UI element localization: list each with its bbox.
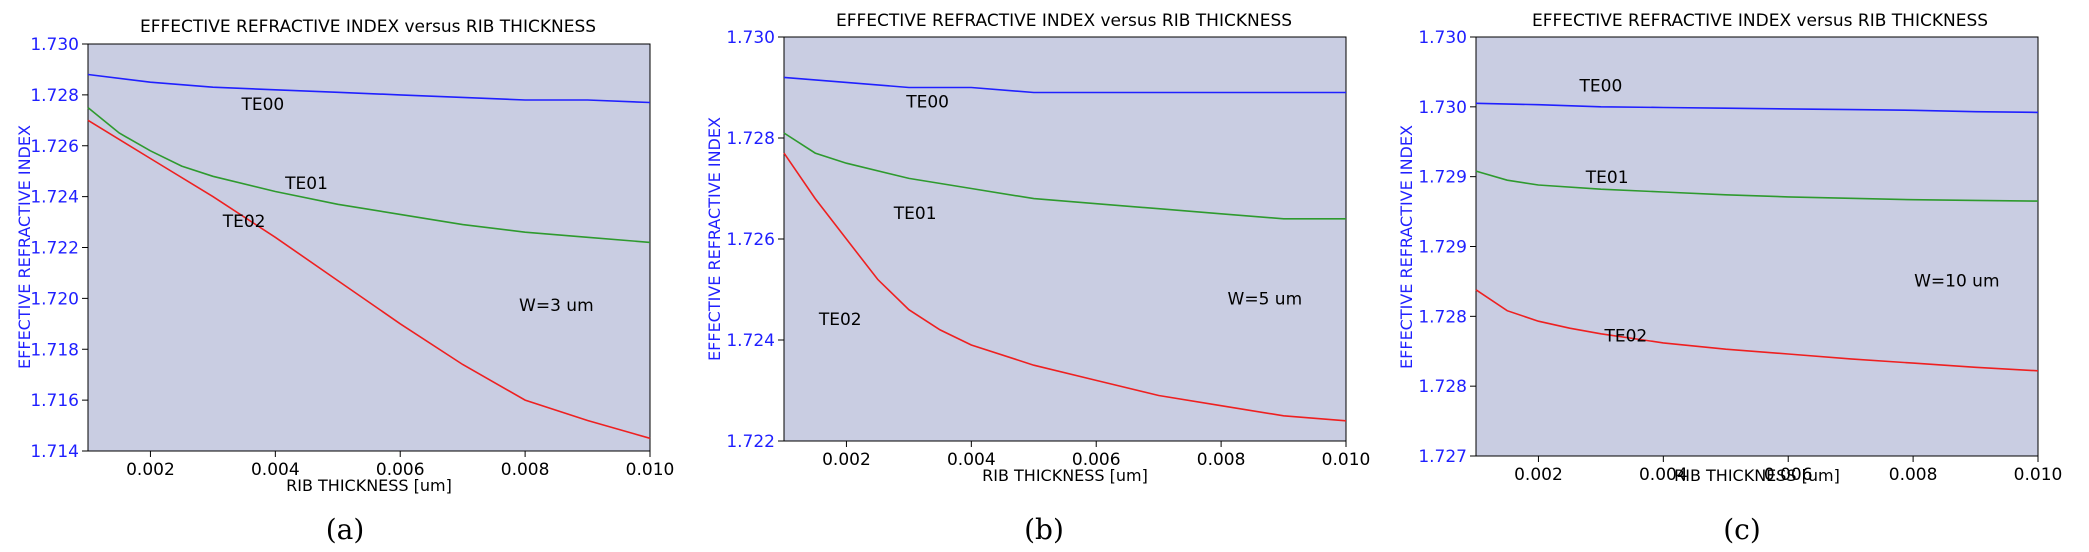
x-axis-label: RIB THICKNESS [um] [286, 476, 452, 495]
series-label-te02: TE02 [1603, 326, 1647, 346]
series-label-te00: TE00 [905, 93, 949, 113]
series-group [783, 76, 1347, 422]
x-tick-label: 0.010 [626, 460, 675, 480]
y-tick-label: 1.718 [30, 340, 79, 360]
y-tick-group: 1.714 1.716 1.718 1.720 1.722 1.724 1.726 1.728… [30, 35, 88, 462]
y-tick-group: 1.727 1.728 1.728 1.729 1.729 1.730 1.730 [1418, 28, 1476, 467]
y-tick-label: 1.728 [726, 129, 775, 149]
y-tick-label: 1.726 [30, 137, 79, 157]
x-tick-group: 0.002 0.004 0.006 0.008 0.010 [126, 451, 674, 480]
series-label-te00: TE00 [1579, 76, 1623, 96]
y-tick-label: 1.726 [726, 230, 775, 250]
panel-caption: (b) [1024, 513, 1064, 546]
plot-area [1475, 36, 2039, 457]
panel-caption: (c) [1723, 513, 1761, 546]
series-line-te02 [783, 152, 1347, 422]
x-tick-label: 0.004 [251, 460, 300, 480]
y-tick-label: 1.730 [726, 28, 775, 48]
series-group [1475, 102, 2039, 372]
plot-area [783, 36, 1347, 442]
y-tick-label: 1.730 [1418, 98, 1467, 118]
y-axis-label: EFFECTIVE REFRACTIVE INDEX [705, 117, 724, 361]
series-label-te02: TE02 [818, 310, 862, 330]
y-axis-label: EFFECTIVE REFRACTIVE INDEX [1397, 125, 1416, 369]
y-tick-label: 1.728 [1418, 307, 1467, 327]
x-tick-label: 0.006 [1072, 450, 1121, 470]
y-tick-label: 1.722 [726, 432, 775, 452]
x-tick-label: 0.006 [1764, 465, 1813, 485]
y-tick-label: 1.724 [30, 188, 79, 208]
x-tick-label: 0.008 [501, 460, 550, 480]
x-tick-label: 0.002 [1514, 465, 1563, 485]
chart-title: EFFECTIVE REFRACTIVE INDEX versus RIB TH… [140, 17, 596, 37]
x-tick-label: 0.010 [2014, 465, 2063, 485]
x-tick-label: 0.006 [376, 460, 425, 480]
y-tick-label: 1.716 [30, 391, 79, 411]
x-axis-label: RIB THICKNESS [um] [982, 466, 1148, 485]
series-label-te02: TE02 [222, 212, 266, 232]
x-tick-label: 0.010 [1322, 450, 1371, 470]
x-axis-label: RIB THICKNESS [um] [1674, 466, 1840, 485]
chart-panel-c: EFFECTIVE REFRACTIVE INDEX versus RIB TH… [1392, 0, 2089, 552]
series-label-group: TE00 TE01 TE02 [1579, 76, 1648, 346]
width-annotation: W=5 um [1228, 290, 1303, 310]
series-line-te01 [87, 106, 651, 244]
series-line-te00 [1475, 102, 2039, 114]
x-tick-label: 0.008 [1197, 450, 1246, 470]
chart-c-svg: EFFECTIVE REFRACTIVE INDEX versus RIB TH… [1397, 11, 2062, 546]
plot-area [87, 43, 651, 452]
series-label-te01: TE01 [1585, 168, 1629, 188]
x-tick-label: 0.004 [1639, 465, 1688, 485]
x-tick-label: 0.008 [1889, 465, 1938, 485]
series-label-te00: TE00 [240, 95, 284, 115]
y-tick-label: 1.722 [30, 239, 79, 259]
y-axis-label: EFFECTIVE REFRACTIVE INDEX [15, 125, 34, 369]
series-label-te01: TE01 [284, 174, 328, 194]
chart-panel-a: EFFECTIVE REFRACTIVE INDEX versus RIB TH… [0, 0, 696, 552]
series-label-group: TE00 TE01 TE02 [818, 93, 949, 330]
y-tick-label: 1.728 [30, 86, 79, 106]
y-tick-label: 1.714 [30, 442, 79, 462]
chart-a-svg: EFFECTIVE REFRACTIVE INDEX versus RIB TH… [15, 17, 674, 546]
series-label-te01: TE01 [893, 204, 937, 224]
width-annotation: W=3 um [519, 296, 594, 316]
x-tick-label: 0.002 [126, 460, 175, 480]
y-tick-label: 1.730 [1418, 28, 1467, 48]
series-line-te01 [1475, 170, 2039, 202]
y-tick-label: 1.729 [1418, 238, 1467, 258]
y-tick-label: 1.730 [30, 35, 79, 55]
x-tick-label: 0.002 [822, 450, 871, 470]
y-tick-group: 1.722 1.724 1.726 1.728 1.730 [726, 28, 784, 452]
series-line-te00 [783, 76, 1346, 94]
x-tick-label: 0.004 [947, 450, 996, 470]
x-tick-group: 0.002 0.004 0.006 0.008 0.010 [822, 441, 1370, 470]
series-line-te02 [87, 119, 651, 440]
width-annotation: W=10 um [1914, 271, 1999, 291]
chart-panel-b: EFFECTIVE REFRACTIVE INDEX versus RIB TH… [696, 0, 1392, 552]
chart-b-svg: EFFECTIVE REFRACTIVE INDEX versus RIB TH… [705, 11, 1370, 546]
chart-title: EFFECTIVE REFRACTIVE INDEX versus RIB TH… [836, 11, 1292, 31]
series-group [87, 73, 651, 440]
y-tick-label: 1.728 [1418, 377, 1467, 397]
panel-caption: (a) [326, 513, 365, 546]
series-line-te02 [1475, 289, 2039, 372]
y-tick-label: 1.727 [1418, 447, 1467, 467]
series-label-group: TE00 TE01 TE02 [222, 95, 328, 232]
y-tick-label: 1.720 [30, 289, 79, 309]
y-tick-label: 1.729 [1418, 168, 1467, 188]
series-line-te00 [87, 73, 651, 104]
chart-title: EFFECTIVE REFRACTIVE INDEX versus RIB TH… [1532, 11, 1988, 31]
y-tick-label: 1.724 [726, 331, 775, 351]
series-line-te01 [783, 132, 1346, 220]
x-tick-group: 0.002 0.004 0.006 0.008 0.010 [1514, 456, 2062, 485]
